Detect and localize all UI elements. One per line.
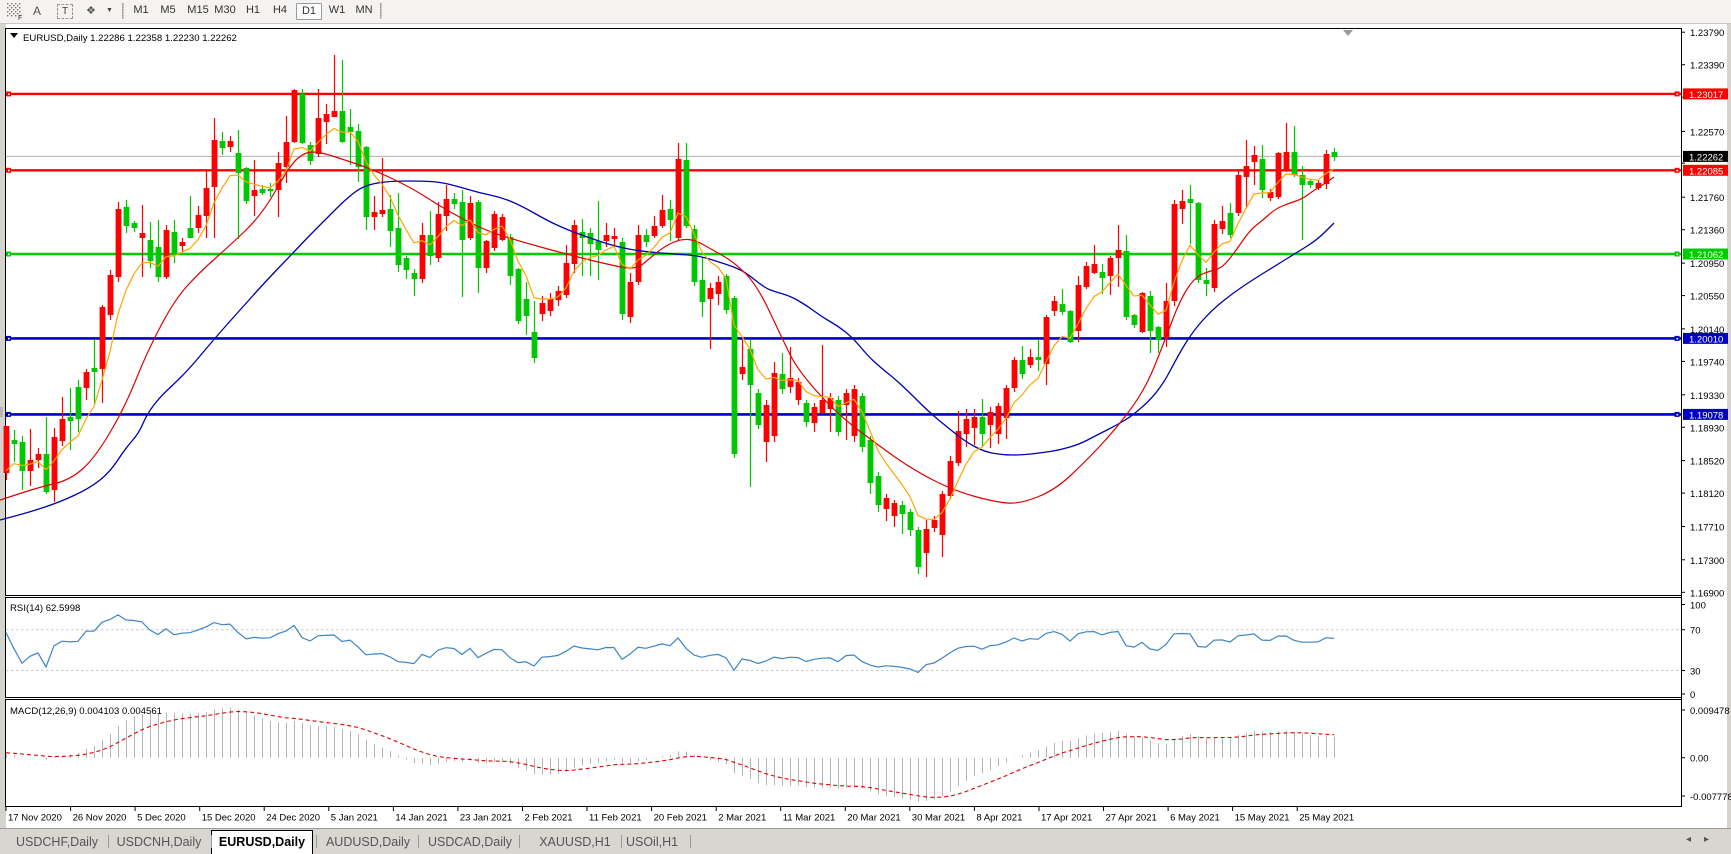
svg-text:6 May 2021: 6 May 2021 [1170,813,1220,824]
svg-text:0.00: 0.00 [1690,754,1709,765]
svg-text:8 Apr 2021: 8 Apr 2021 [976,813,1022,824]
svg-text:1.20550: 1.20550 [1690,292,1724,303]
svg-text:EURUSD,Daily 1.22286 1.22358: EURUSD,Daily 1.22286 1.22358 1.22230 1.2… [23,33,237,44]
svg-text:30 Mar 2021: 30 Mar 2021 [912,813,965,824]
svg-text:0.009478: 0.009478 [1690,706,1730,717]
svg-text:20 Feb 2021: 20 Feb 2021 [654,813,707,824]
svg-text:1.22570: 1.22570 [1690,127,1724,138]
svg-text:11 Mar 2021: 11 Mar 2021 [783,813,836,824]
svg-text:70: 70 [1690,626,1701,637]
svg-text:F: F [18,15,22,21]
svg-text:1.23017: 1.23017 [1689,90,1723,101]
svg-text:23 Jan 2021: 23 Jan 2021 [460,813,512,824]
svg-text:RSI(14) 62.5998: RSI(14) 62.5998 [10,603,80,614]
svg-text:100: 100 [1690,601,1706,612]
svg-text:1.21360: 1.21360 [1690,226,1724,237]
svg-text:1.21062: 1.21062 [1689,250,1723,261]
svg-text:1.19078: 1.19078 [1689,410,1723,421]
svg-text:1.20140: 1.20140 [1690,325,1724,336]
svg-text:1.19740: 1.19740 [1690,357,1724,368]
svg-text:1.18930: 1.18930 [1690,423,1724,434]
svg-text:20 Mar 2021: 20 Mar 2021 [847,813,900,824]
svg-text:1.17710: 1.17710 [1690,523,1724,534]
svg-text:-0.007778: -0.007778 [1690,792,1731,803]
svg-text:11 Feb 2021: 11 Feb 2021 [589,813,642,824]
svg-text:14 Jan 2021: 14 Jan 2021 [395,813,447,824]
svg-text:5 Jan 2021: 5 Jan 2021 [331,813,378,824]
svg-text:1.19330: 1.19330 [1690,391,1724,402]
svg-text:1.17300: 1.17300 [1690,556,1724,567]
svg-text:27 Apr 2021: 27 Apr 2021 [1106,813,1157,824]
svg-text:15 Dec 2020: 15 Dec 2020 [202,813,256,824]
svg-text:17 Nov 2020: 17 Nov 2020 [8,813,62,824]
svg-text:1.21760: 1.21760 [1690,193,1724,204]
svg-text:2 Mar 2021: 2 Mar 2021 [718,813,766,824]
svg-text:1.18120: 1.18120 [1690,489,1724,500]
svg-text:1.22262: 1.22262 [1689,152,1723,163]
svg-text:0: 0 [1690,690,1695,701]
svg-text:1.20010: 1.20010 [1689,334,1723,345]
svg-text:5 Dec 2020: 5 Dec 2020 [137,813,186,824]
svg-text:1.16900: 1.16900 [1690,588,1724,599]
svg-text:1.23790: 1.23790 [1690,28,1724,39]
svg-text:1.22085: 1.22085 [1689,166,1723,177]
svg-text:17 Apr 2021: 17 Apr 2021 [1041,813,1092,824]
svg-text:2 Feb 2021: 2 Feb 2021 [525,813,573,824]
svg-text:1.18520: 1.18520 [1690,457,1724,468]
svg-text:26 Nov 2020: 26 Nov 2020 [73,813,127,824]
svg-text:MACD(12,26,9) 0.004103 0.00456: MACD(12,26,9) 0.004103 0.004561 [10,706,162,717]
svg-text:1.20950: 1.20950 [1690,259,1724,270]
svg-text:1.23390: 1.23390 [1690,61,1724,72]
svg-text:24 Dec 2020: 24 Dec 2020 [266,813,320,824]
svg-text:30: 30 [1690,667,1701,678]
svg-text:15 May 2021: 15 May 2021 [1235,813,1290,824]
svg-text:25 May 2021: 25 May 2021 [1299,813,1354,824]
